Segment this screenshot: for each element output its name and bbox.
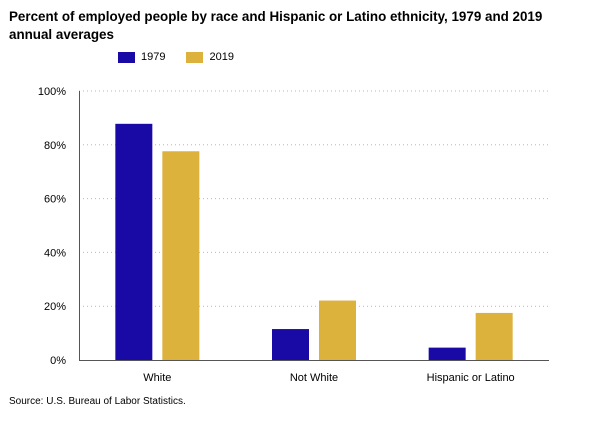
x-tick-label: White: [143, 372, 171, 384]
x-tick-label: Not White: [290, 372, 338, 384]
bar-1979-hispanic-or-latino: [428, 347, 466, 360]
chart-title: Percent of employed people by race and H…: [9, 9, 543, 42]
bar-1979-white: [115, 123, 153, 361]
y-tick-label: 0%: [50, 355, 66, 367]
legend-swatch-1979: [118, 51, 135, 63]
source-note: Source: U.S. Bureau of Labor Statistics.: [9, 396, 186, 407]
bar-1979-not-white: [272, 329, 309, 360]
bar-2019-hispanic-or-latino: [475, 312, 513, 360]
x-tick-label: Hispanic or Latino: [427, 372, 515, 384]
legend-item-2019: 2019: [186, 51, 234, 63]
y-tick-label: 100%: [38, 86, 66, 98]
legend-swatch-2019: [186, 51, 204, 63]
legend-label-2019: 2019: [209, 51, 234, 63]
bar-2019-white: [162, 151, 200, 360]
y-tick-label: 20%: [44, 301, 66, 313]
y-tick-label: 80%: [44, 140, 66, 152]
legend-label-1979: 1979: [141, 51, 166, 63]
legend-item-1979: 1979: [118, 51, 165, 63]
bar-2019-not-white: [319, 300, 356, 360]
legend: 1979 2019: [118, 51, 255, 63]
y-tick-label: 60%: [44, 194, 66, 206]
y-tick-label: 40%: [44, 247, 66, 259]
